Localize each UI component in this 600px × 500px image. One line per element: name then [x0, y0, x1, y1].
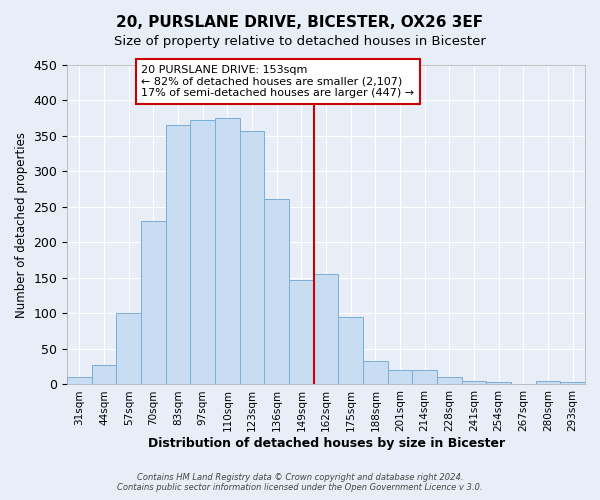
Y-axis label: Number of detached properties: Number of detached properties: [15, 132, 28, 318]
Bar: [166, 124, 190, 384]
Bar: [560, 382, 585, 384]
Bar: [487, 382, 511, 384]
Bar: [190, 120, 215, 384]
Text: 20, PURSLANE DRIVE, BICESTER, OX26 3EF: 20, PURSLANE DRIVE, BICESTER, OX26 3EF: [116, 15, 484, 30]
Bar: [289, 280, 314, 384]
Text: Size of property relative to detached houses in Bicester: Size of property relative to detached ho…: [114, 35, 486, 48]
Text: 20 PURSLANE DRIVE: 153sqm
← 82% of detached houses are smaller (2,107)
17% of se: 20 PURSLANE DRIVE: 153sqm ← 82% of detac…: [141, 65, 414, 98]
Bar: [240, 131, 265, 384]
Bar: [141, 221, 166, 384]
Bar: [215, 118, 240, 384]
X-axis label: Distribution of detached houses by size in Bicester: Distribution of detached houses by size …: [148, 437, 505, 450]
Bar: [265, 199, 289, 384]
Bar: [116, 313, 141, 384]
Bar: [92, 366, 116, 384]
Bar: [363, 361, 388, 384]
Bar: [412, 370, 437, 384]
Bar: [536, 381, 560, 384]
Text: Contains HM Land Registry data © Crown copyright and database right 2024.
Contai: Contains HM Land Registry data © Crown c…: [117, 473, 483, 492]
Bar: [462, 381, 487, 384]
Bar: [338, 317, 363, 384]
Bar: [388, 370, 412, 384]
Bar: [67, 378, 92, 384]
Bar: [314, 274, 338, 384]
Bar: [437, 376, 462, 384]
